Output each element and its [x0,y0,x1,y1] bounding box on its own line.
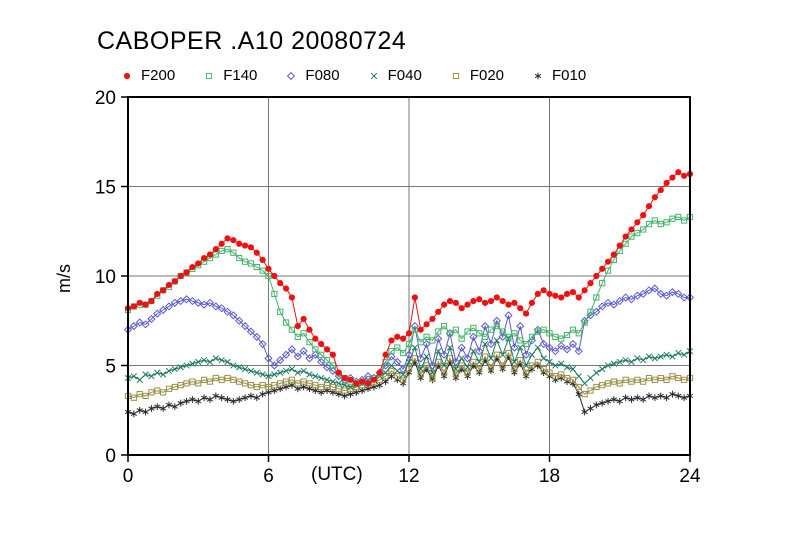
series-line-F020 [127,351,691,399]
y-axis-label: m/s [54,264,74,293]
y-tick-label: 10 [95,267,116,288]
series-line-F140 [127,216,691,384]
legend-item-F200: F200 [120,67,175,84]
x-tick-label: 6 [263,466,274,487]
legend-item-F020: F020 [449,67,504,84]
chart-title: CABOPER .A10 20080724 [97,27,407,55]
legend-label-F010: F010 [552,67,587,84]
open-square-icon [452,72,459,79]
series-line-F080 [127,287,690,383]
legend-item-F040: F040 [367,67,422,84]
legend-label-F040: F040 [387,67,422,84]
y-tick-label: 20 [95,88,116,109]
y-tick-label: 0 [105,446,116,467]
legend-label-F020: F020 [469,67,505,84]
x-tick-label: 0 [123,466,134,487]
legend-label-F080: F080 [305,67,340,84]
legend-label-F200: F200 [141,67,176,84]
series-F200 [124,169,694,387]
y-tick-label: 5 [105,357,116,378]
legend-label-F140: F140 [223,67,258,84]
legend: F200 F140 F080 F040 F020 F010 [120,67,586,84]
series-F020 [124,349,694,401]
legend-item-F080: F080 [284,67,340,84]
x-tick-label: 12 [398,466,419,487]
x-tick-label: 24 [679,466,701,487]
open-diamond-icon [287,71,296,80]
legend-item-F010: F010 [531,67,586,84]
filled-circle-icon [123,72,131,79]
asterisk-icon [534,72,542,79]
x-cross-icon [370,72,377,79]
open-square-icon [206,72,213,79]
x-axis-label: (UTC) [311,464,363,485]
y-tick-label: 15 [95,178,116,199]
x-tick-label: 18 [539,466,560,487]
legend-item-F140: F140 [202,67,257,84]
